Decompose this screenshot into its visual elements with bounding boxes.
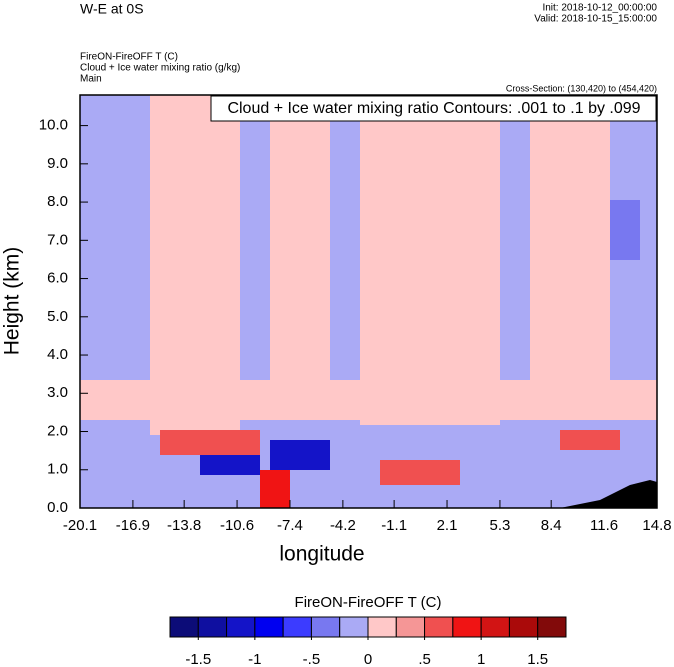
x-axis-label: longitude <box>279 543 364 566</box>
y-tick-label: 6.0 <box>47 270 68 287</box>
x-tick-label: 5.3 <box>490 517 511 534</box>
x-tick-label: -4.2 <box>330 517 356 534</box>
y-tick-label: 9.0 <box>47 155 68 172</box>
init-label: Init: 2018-10-12_00:00:00 <box>542 3 657 14</box>
y-tick-label: 7.0 <box>47 231 68 248</box>
colorbar-box <box>226 616 256 638</box>
colorbar-tick-label: 1.5 <box>527 651 548 667</box>
plot-frame <box>79 94 658 509</box>
x-tick-label: 2.1 <box>437 517 458 534</box>
y-tick-label: 2.0 <box>47 422 68 439</box>
y-tick-label: 10.0 <box>39 117 68 134</box>
colorbar-box <box>452 616 482 638</box>
x-tick-label: -10.6 <box>220 517 254 534</box>
y-tick-label: 3.0 <box>47 384 68 401</box>
colorbar-box <box>480 616 510 638</box>
x-tick-label: -13.8 <box>167 517 201 534</box>
field-label: Main <box>80 74 102 85</box>
colorbar-box <box>282 616 312 638</box>
y-tick-label: 0.0 <box>47 499 68 516</box>
colorbar-box <box>424 616 454 638</box>
y-tick-label: 1.0 <box>47 461 68 478</box>
contour-note-box <box>210 95 657 122</box>
x-tick-label: -7.4 <box>277 517 303 534</box>
x-tick-label: 11.6 <box>590 517 618 534</box>
valid-label: Valid: 2018-10-15_15:00:00 <box>534 14 657 25</box>
y-axis-label: Height (km) <box>1 247 24 356</box>
x-tick-label: 8.4 <box>541 517 562 534</box>
colorbar-box <box>395 616 426 638</box>
y-tick-label: 5.0 <box>47 308 68 325</box>
x-tick-label: 14.8 <box>642 517 671 534</box>
x-tick-label: -1.1 <box>381 517 407 534</box>
y-tick-label: 4.0 <box>47 346 68 363</box>
colorbar-box <box>169 616 199 638</box>
colorbar-tick-label: .5 <box>418 651 431 667</box>
colorbar-box <box>339 616 369 638</box>
colorbar-box <box>508 616 539 638</box>
colorbar-box <box>537 616 567 638</box>
field-label: FireON-FireOFF T (C) <box>80 52 178 63</box>
colorbar-tick-label: 1 <box>477 651 485 667</box>
colorbar-box <box>254 616 284 638</box>
cross-section-label: Cross-Section: (130,420) to (454,420) <box>506 83 657 93</box>
y-tick-label: 8.0 <box>47 193 68 210</box>
x-tick-label: -16.9 <box>116 517 150 534</box>
field-label: Cloud + Ice water mixing ratio (g/kg) <box>80 63 240 74</box>
contour-note: Cloud + Ice water mixing ratio Contours:… <box>227 100 640 117</box>
x-tick-label: -20.1 <box>63 517 97 534</box>
chart-title: W-E at 0S <box>80 1 144 17</box>
colorbar-tick-label: -.5 <box>303 651 321 667</box>
field-shading <box>80 95 657 508</box>
colorbar-title: FireON-FireOFF T (C) <box>295 594 442 611</box>
colorbar-box <box>197 616 228 638</box>
colorbar-box <box>310 616 341 638</box>
colorbar-tick-label: 0 <box>364 651 372 667</box>
colorbar-tick-label: -1.5 <box>185 651 211 667</box>
colorbar-box <box>367 616 397 638</box>
colorbar-tick-label: -1 <box>248 651 261 667</box>
